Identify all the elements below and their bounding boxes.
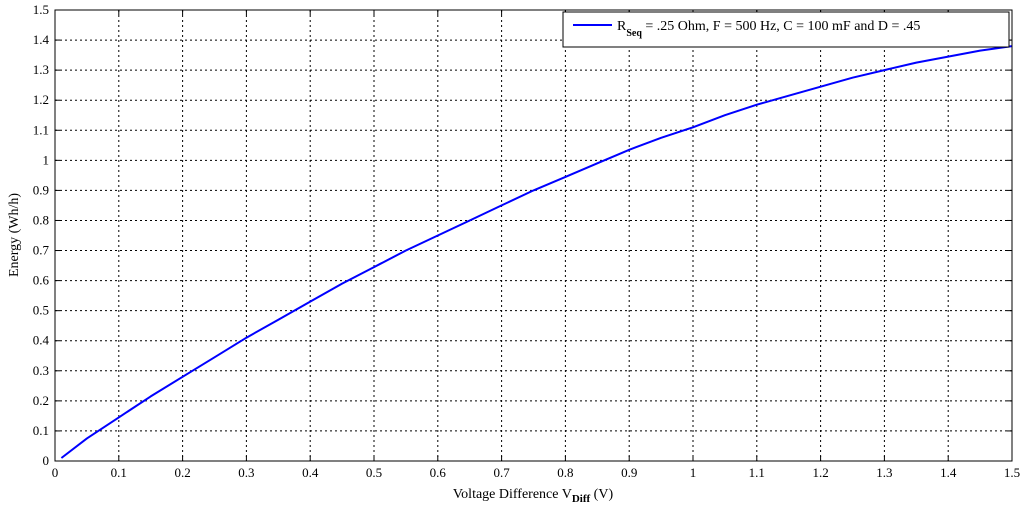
x-tick-label: 0.4	[302, 465, 319, 480]
y-tick-label: 1.4	[33, 32, 50, 47]
y-axis-title: Energy (Wh/h)	[7, 193, 22, 277]
x-tick-label: 1.5	[1004, 465, 1020, 480]
y-tick-label: 1.3	[33, 62, 49, 77]
legend-label: RSeq = .25 Ohm, F = 500 Hz, C = 100 mF a…	[617, 19, 920, 39]
x-tick-label: 0.9	[621, 465, 637, 480]
y-tick-label: 1.2	[33, 92, 49, 107]
x-axis: 0 0.1 0.2 0.3 0.4 0.5 0.6 0.7 0.8 0.9 1 1.1 1.2 1.3 1.…	[52, 10, 1020, 480]
y-tick-label: 1.5	[33, 2, 49, 17]
x-tick-label: 0.8	[557, 465, 573, 480]
y-tick-label: 0.9	[33, 182, 49, 197]
x-tick-label: 0.7	[493, 465, 510, 480]
x-tick-label: 0.2	[174, 465, 190, 480]
y-tick-label: 0.5	[33, 303, 49, 318]
legend: RSeq = .25 Ohm, F = 500 Hz, C = 100 mF a…	[562, 11, 1010, 48]
y-tick-label: 0.7	[33, 243, 50, 258]
y-tick-label: 0.2	[33, 393, 49, 408]
x-tick-label: 1.1	[749, 465, 765, 480]
legend-box	[562, 11, 1010, 48]
plot-background	[55, 10, 1012, 461]
y-axis: 0 0.1 0.2 0.3 0.4 0.5 0.6 0.7 0.8 0.9 1 1.1 1.2 1.3 1.…	[33, 2, 1012, 468]
plot-frame	[54, 9, 1013, 462]
y-tick-label: 0.3	[33, 363, 49, 378]
x-tick-label: 1.2	[812, 465, 828, 480]
x-tick-label: 0	[52, 465, 59, 480]
x-tick-label: 1.3	[876, 465, 892, 480]
y-tick-label: 0.8	[33, 212, 49, 227]
y-tick-label: 0.1	[33, 423, 49, 438]
x-tick-label: 1	[690, 465, 697, 480]
y-tick-label: 1.1	[33, 122, 49, 137]
series-layer	[60, 45, 1013, 459]
y-tick-label: 0.6	[33, 273, 50, 288]
series-line	[60, 45, 1013, 459]
x-tick-label: 0.5	[366, 465, 382, 480]
y-tick-label: 0	[43, 453, 50, 468]
x-tick-label: 1.4	[940, 465, 957, 480]
y-tick-label: 1	[43, 152, 50, 167]
y-tick-label: 0.4	[33, 333, 50, 348]
x-tick-label: 0.6	[430, 465, 447, 480]
x-tick-label: 0.1	[111, 465, 127, 480]
x-tick-label: 0.3	[238, 465, 254, 480]
x-axis-title: Voltage Difference VDiff (V)	[453, 487, 614, 505]
